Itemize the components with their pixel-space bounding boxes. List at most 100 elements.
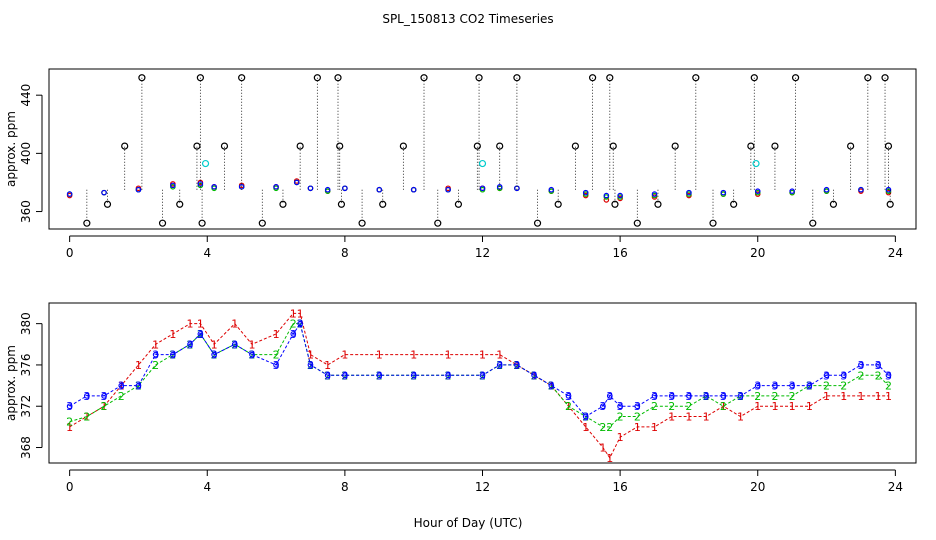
point-3 bbox=[617, 192, 623, 199]
marker-3: 3 bbox=[875, 359, 882, 372]
marker-1: 1 bbox=[720, 400, 727, 413]
point-outliers bbox=[513, 74, 521, 82]
circle-marker bbox=[703, 393, 709, 399]
point-outliers bbox=[238, 74, 246, 82]
marker-3: 3 bbox=[135, 380, 142, 393]
point-highlight bbox=[478, 159, 487, 168]
point-outliers bbox=[420, 74, 428, 82]
circle-marker bbox=[582, 413, 589, 420]
marker-1: 1 bbox=[290, 307, 297, 320]
marker-3: 3 bbox=[496, 359, 503, 372]
marker-3: 3 bbox=[513, 359, 520, 372]
top-plot-frame bbox=[48, 68, 917, 230]
marker-3: 3 bbox=[197, 328, 204, 341]
circle-marker bbox=[496, 362, 503, 368]
circle-marker bbox=[231, 341, 238, 348]
point-outliers bbox=[196, 74, 204, 82]
marker-1: 1 bbox=[324, 359, 331, 372]
marker-3: 3 bbox=[290, 328, 297, 341]
point-3 bbox=[170, 182, 176, 189]
marker-1: 1 bbox=[737, 411, 744, 424]
marker-3: 3 bbox=[324, 369, 331, 382]
circle-marker bbox=[152, 351, 159, 358]
circle-marker bbox=[307, 362, 314, 368]
circle-marker bbox=[170, 351, 176, 358]
circle-marker bbox=[806, 382, 813, 389]
point-outliers bbox=[771, 142, 779, 150]
marker-3: 3 bbox=[565, 390, 572, 403]
marker-1: 1 bbox=[66, 421, 73, 434]
marker-3: 3 bbox=[617, 400, 624, 413]
point-3 bbox=[720, 189, 727, 196]
point-outliers bbox=[454, 200, 463, 208]
circle-marker bbox=[686, 393, 692, 399]
top-y-axis-label: approx. ppm bbox=[4, 111, 18, 187]
marker-3: 3 bbox=[211, 349, 218, 362]
marker-2: 2 bbox=[617, 411, 624, 424]
circle-marker bbox=[617, 403, 623, 410]
marker-3: 3 bbox=[341, 369, 348, 382]
point-outliers bbox=[730, 200, 738, 208]
point-outliers bbox=[336, 142, 344, 150]
point-outliers bbox=[399, 142, 407, 150]
circle-marker bbox=[187, 341, 193, 348]
marker-1: 1 bbox=[135, 359, 142, 372]
marker-3: 3 bbox=[231, 338, 238, 351]
point-outliers bbox=[358, 219, 366, 227]
circle-marker bbox=[101, 393, 107, 399]
marker-1: 1 bbox=[840, 390, 847, 403]
point-outliers bbox=[654, 200, 662, 208]
bottom-y-axis-label: approx. ppm bbox=[4, 345, 18, 421]
x-tick-label: 16 bbox=[612, 480, 627, 494]
point-3 bbox=[548, 186, 555, 193]
point-outliers bbox=[334, 74, 342, 82]
point-3 bbox=[603, 192, 610, 199]
chart-title: SPL_150813 CO2 Timeseries bbox=[382, 12, 553, 26]
y-tick-label: 400 bbox=[19, 142, 33, 165]
circle-marker bbox=[885, 372, 892, 379]
point-outliers bbox=[671, 142, 679, 150]
point-outliers bbox=[103, 200, 112, 208]
point-outliers bbox=[533, 219, 542, 227]
marker-1: 1 bbox=[651, 421, 658, 434]
marker-2: 2 bbox=[66, 416, 73, 429]
x-tick-label: 24 bbox=[888, 480, 903, 494]
point-outliers bbox=[313, 74, 321, 82]
circle-marker bbox=[479, 372, 486, 379]
marker-2: 2 bbox=[548, 380, 555, 393]
point-3 bbox=[754, 188, 761, 194]
circle-marker bbox=[548, 382, 555, 389]
marker-3: 3 bbox=[582, 411, 589, 424]
point-outliers bbox=[193, 142, 201, 150]
marker-1: 1 bbox=[754, 400, 761, 413]
circle-marker bbox=[445, 372, 451, 379]
marker-3: 3 bbox=[531, 369, 538, 382]
circle-marker bbox=[297, 320, 304, 327]
marker-2: 2 bbox=[83, 411, 90, 424]
circle-marker bbox=[600, 403, 606, 410]
marker-3: 3 bbox=[737, 390, 744, 403]
marker-3: 3 bbox=[101, 390, 108, 403]
marker-1: 1 bbox=[231, 318, 238, 331]
series-line-2 bbox=[69, 323, 889, 428]
marker-2: 2 bbox=[531, 369, 538, 382]
marker-2: 2 bbox=[599, 421, 606, 434]
marker-3: 3 bbox=[297, 318, 304, 331]
marker-1: 1 bbox=[341, 349, 348, 362]
marker-2: 2 bbox=[885, 380, 892, 393]
point-outliers bbox=[475, 74, 483, 82]
y-tick-label: 380 bbox=[19, 312, 33, 335]
marker-2: 2 bbox=[875, 369, 882, 382]
x-axis-label: Hour of Day (UTC) bbox=[414, 516, 523, 530]
circle-marker bbox=[858, 362, 864, 368]
marker-2: 2 bbox=[634, 411, 641, 424]
circle-marker bbox=[410, 372, 417, 379]
point-3 bbox=[651, 191, 658, 197]
bottom-plot-frame bbox=[48, 302, 917, 464]
marker-2: 2 bbox=[754, 390, 761, 403]
marker-1: 1 bbox=[582, 421, 589, 434]
x-tick-label: 8 bbox=[341, 246, 349, 260]
circle-marker bbox=[789, 382, 795, 389]
point-3 bbox=[273, 184, 279, 190]
